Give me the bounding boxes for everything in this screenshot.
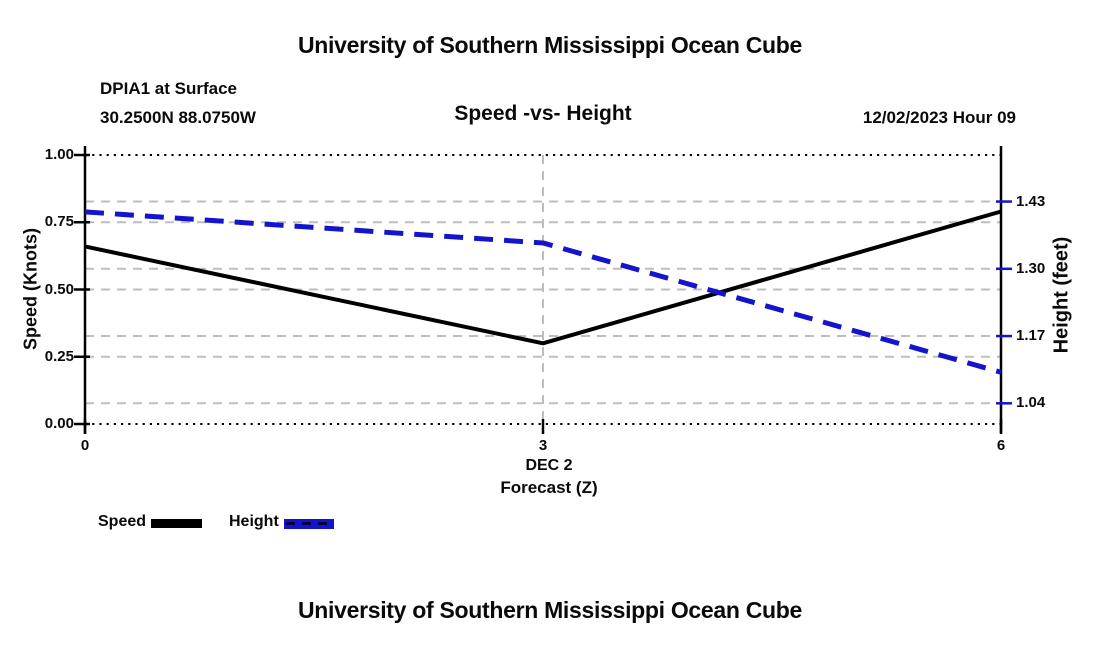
speed-line (84, 209, 1002, 346)
right-axis-tick-label: 1.43 (1016, 192, 1046, 210)
left-axis-tick-label: 1.00 (44, 146, 74, 163)
left-axis-tick-label: 0.75 (44, 213, 74, 231)
height-swatch-dashes (285, 521, 332, 525)
left-axis-tick-label: 0.00 (44, 415, 74, 432)
right-axis-title: Height (feet) (1050, 236, 1073, 354)
x-axis-tick-label: 6 (996, 437, 1006, 454)
right-axis-tick-label: 1.04 (1016, 394, 1046, 412)
legend-label-height: Height (229, 513, 279, 530)
x-axis-tick-label: 0 (80, 437, 90, 454)
height-line-swatch (283, 518, 334, 529)
height-line (84, 209, 1002, 375)
x-axis-date-label: DEC 2 (525, 457, 573, 474)
x-axis-tick-label: 3 (538, 437, 548, 454)
legend-item-speed: Speed (98, 511, 203, 533)
left-axis-tick-label: 0.25 (44, 347, 74, 365)
right-axis-tick-label: 1.30 (1016, 259, 1046, 277)
right-axis-tick-label: 1.17 (1016, 327, 1046, 345)
legend-label-speed: Speed (98, 513, 147, 530)
station-coordinates: 30.2500N 88.0750W (100, 108, 256, 127)
station-label: DPIA1 at Surface (100, 79, 237, 98)
speed-line-swatch (151, 519, 203, 528)
footer-title: University of Southern Mississippi Ocean… (297, 597, 803, 623)
chart-title: Speed -vs- Height (454, 102, 632, 125)
left-axis-tick-label: 0.50 (44, 280, 74, 298)
page-title: University of Southern Mississippi Ocean… (297, 32, 803, 58)
run-datetime: 12/02/2023 Hour 09 (862, 108, 1016, 127)
x-axis-title: Forecast (Z) (500, 478, 598, 497)
legend-item-height: Height (229, 511, 334, 533)
